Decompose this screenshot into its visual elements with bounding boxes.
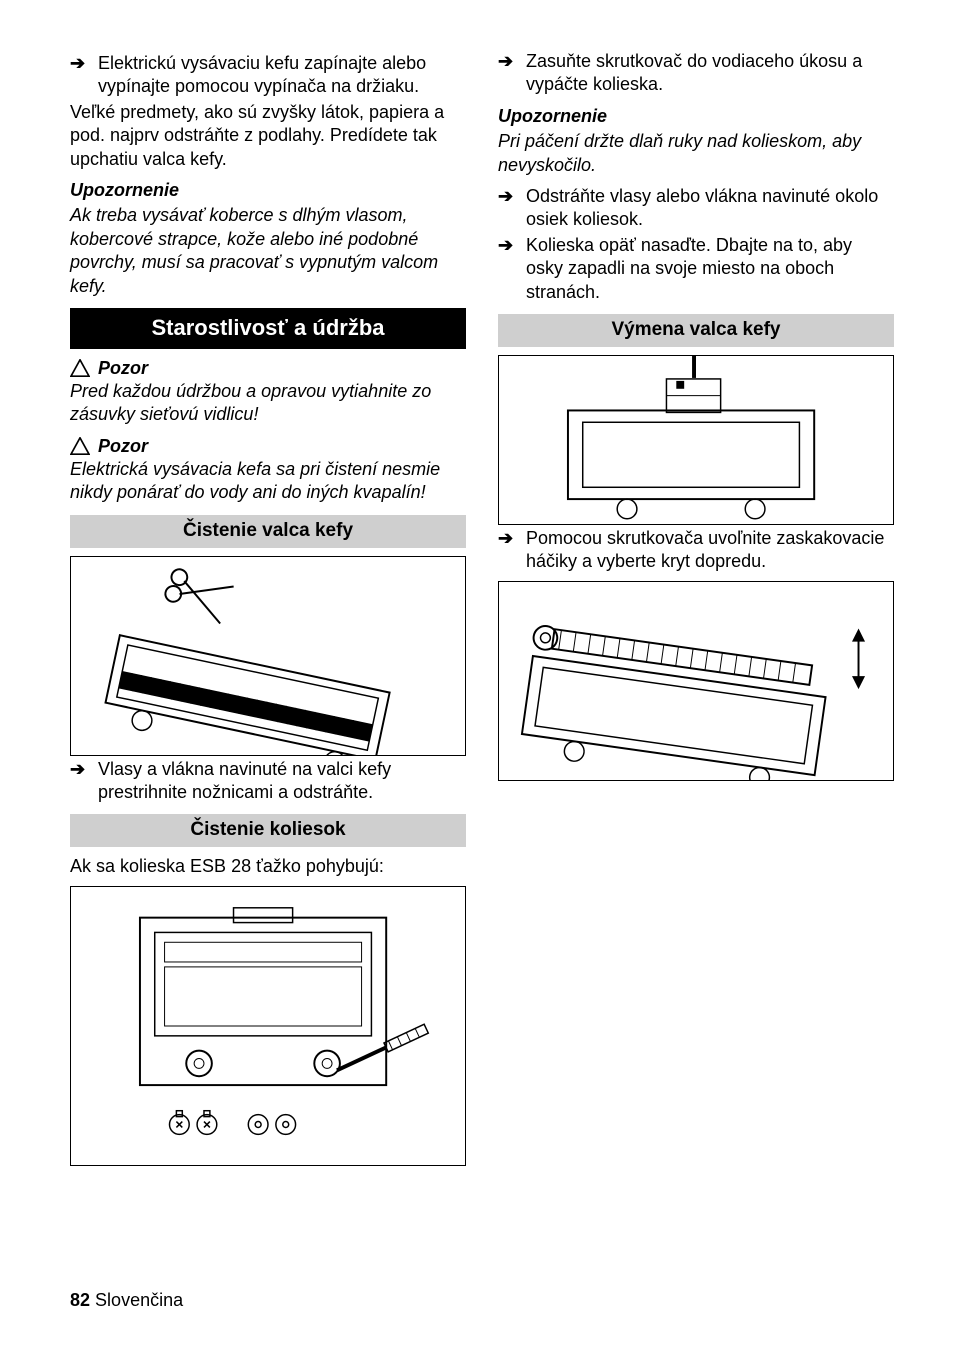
page-number: 82 xyxy=(70,1290,90,1310)
bullet-arrow-icon: ➔ xyxy=(70,52,98,99)
large-objects-paragraph: Veľké predmety, ako sú zvyšky látok, pap… xyxy=(70,101,466,171)
notice-2-heading: Upozornenie xyxy=(498,105,894,128)
replace-brush-roller-heading: Výmena valca kefy xyxy=(498,314,894,347)
warning-triangle-icon xyxy=(70,359,90,377)
insert-screwdriver-text: Zasuňte skrutkovač do vodiaceho úkosu a … xyxy=(526,50,894,97)
warning-1-label: Pozor xyxy=(98,357,148,380)
bullet-arrow-icon: ➔ xyxy=(70,758,98,805)
warning-2: Pozor xyxy=(70,435,466,458)
operation-bullet: ➔ Elektrickú vysávaciu kefu zapínajte al… xyxy=(70,52,466,99)
reattach-wheels-text: Kolieska opäť nasaďte. Dbajte na to, aby… xyxy=(526,234,894,304)
warning-2-label: Pozor xyxy=(98,435,148,458)
notice-2-body: Pri páčení držte dlaň ruky nad kolieskom… xyxy=(498,130,894,177)
page-language: Slovenčina xyxy=(95,1290,183,1310)
release-hooks-bullet: ➔ Pomocou skrutkovača uvoľnite zaskakova… xyxy=(498,527,894,574)
cleaning-brush-roller-heading: Čistenie valca kefy xyxy=(70,515,466,548)
cleaning-wheels-heading: Čistenie koliesok xyxy=(70,814,466,847)
wheels-stiff-paragraph: Ak sa kolieska ESB 28 ťažko pohybujú: xyxy=(70,855,466,878)
release-hooks-text: Pomocou skrutkovača uvoľnite zaskakovaci… xyxy=(526,527,894,574)
warning-1-body: Pred každou údržbou a opravou vytiahnite… xyxy=(70,380,466,427)
warning-triangle-icon xyxy=(70,437,90,455)
care-maintenance-heading: Starostlivosť a údržba xyxy=(70,308,466,349)
operation-bullet-text: Elektrickú vysávaciu kefu zapínajte aleb… xyxy=(98,52,466,99)
page-footer: 82 Slovenčina xyxy=(70,1289,183,1312)
remove-hairs-axle-text: Odstráňte vlasy alebo vlákna navinuté ok… xyxy=(526,185,894,232)
reattach-wheels-bullet: ➔ Kolieska opäť nasaďte. Dbajte na to, a… xyxy=(498,234,894,304)
bullet-arrow-icon: ➔ xyxy=(498,234,526,304)
figure-prying-wheels xyxy=(70,886,466,1166)
notice-1-heading: Upozornenie xyxy=(70,179,466,202)
figure-unlock-cover xyxy=(498,355,894,525)
warning-2-body: Elektrická vysávacia kefa sa pri čistení… xyxy=(70,458,466,505)
remove-hairs-axle-bullet: ➔ Odstráňte vlasy alebo vlákna navinuté … xyxy=(498,185,894,232)
cut-hairs-text: Vlasy a vlákna navinuté na valci kefy pr… xyxy=(98,758,466,805)
bullet-arrow-icon: ➔ xyxy=(498,527,526,574)
cut-hairs-bullet: ➔ Vlasy a vlákna navinuté na valci kefy … xyxy=(70,758,466,805)
bullet-arrow-icon: ➔ xyxy=(498,185,526,232)
figure-remove-roller xyxy=(498,581,894,781)
bullet-arrow-icon: ➔ xyxy=(498,50,526,97)
warning-1: Pozor xyxy=(70,357,466,380)
figure-cleaning-roller xyxy=(70,556,466,756)
notice-1-body: Ak treba vysávať koberce s dlhým vlasom,… xyxy=(70,204,466,298)
insert-screwdriver-bullet: ➔ Zasuňte skrutkovač do vodiaceho úkosu … xyxy=(498,50,894,97)
